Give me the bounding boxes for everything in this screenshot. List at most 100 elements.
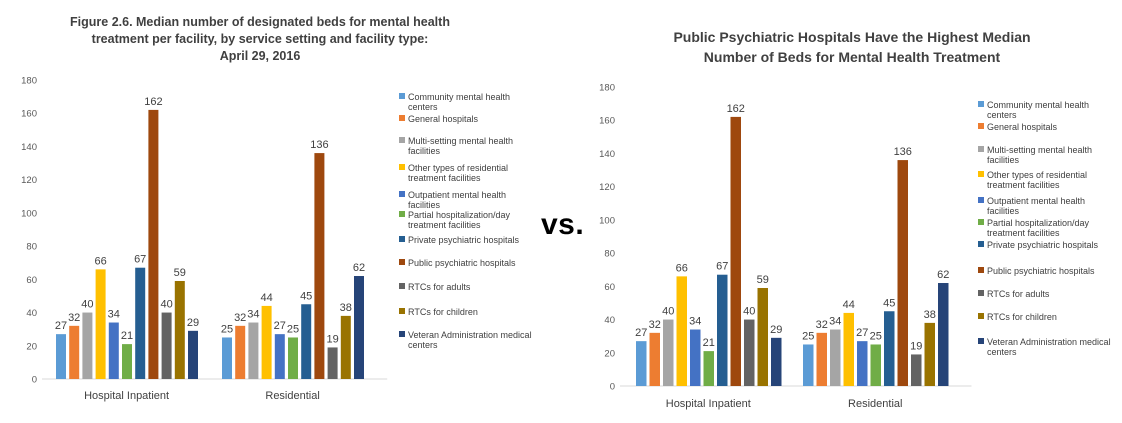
right-data-label: 32 xyxy=(816,319,828,331)
left-y-tick-label: 100 xyxy=(21,208,37,219)
right-y-tick-label: 20 xyxy=(604,348,615,359)
right-bar xyxy=(870,344,881,386)
right-y-tick-label: 60 xyxy=(604,282,615,293)
left-legend-label: Community mental health centers xyxy=(408,92,511,112)
right-data-label: 27 xyxy=(856,327,868,339)
left-data-label: 59 xyxy=(174,267,186,279)
left-y-tick-label: 0 xyxy=(32,375,37,386)
left-y-tick-label: 60 xyxy=(26,275,37,286)
right-y-tick-label: 180 xyxy=(599,83,615,94)
right-legend-label: Private psychiatric hospitals xyxy=(987,240,1099,250)
left-title-line-1: Figure 2.6. Median number of designated … xyxy=(70,15,450,29)
left-y-tick-label: 120 xyxy=(21,175,37,186)
left-y-tick-label: 140 xyxy=(21,142,37,153)
left-bar xyxy=(222,337,232,379)
left-data-label: 29 xyxy=(187,317,199,329)
right-legend-label: Outpatient mental health facilities xyxy=(987,196,1086,216)
right-data-label: 38 xyxy=(924,309,936,321)
right-bar xyxy=(911,354,922,386)
left-legend-swatch xyxy=(399,259,405,265)
left-legend-swatch xyxy=(399,191,405,197)
right-bar xyxy=(649,332,660,386)
right-data-label: 29 xyxy=(770,324,782,336)
right-legend-label: Community mental health centers xyxy=(987,100,1090,120)
right-data-label: 25 xyxy=(870,330,882,342)
left-legend-swatch xyxy=(399,211,405,217)
left-legend-label: Multi-setting mental health facilities xyxy=(408,136,514,156)
left-category-label: Hospital Inpatient xyxy=(84,390,169,402)
left-bar-chart: 0204060801001201401601802732406634216716… xyxy=(21,76,388,402)
left-data-label: 34 xyxy=(247,309,259,321)
right-legend-label: RTCs for children xyxy=(987,312,1057,322)
right-data-label: 34 xyxy=(689,316,701,328)
right-data-label: 162 xyxy=(727,103,745,115)
right-legend-label: General hospitals xyxy=(987,122,1058,132)
left-y-tick-label: 160 xyxy=(21,109,37,120)
right-y-tick-label: 40 xyxy=(604,315,615,326)
left-bar xyxy=(327,347,338,379)
right-y-tick-label: 160 xyxy=(599,116,615,127)
left-data-label: 136 xyxy=(310,139,328,151)
right-legend-swatch xyxy=(978,267,984,273)
right-data-label: 44 xyxy=(843,299,855,311)
right-bar xyxy=(690,329,701,386)
left-legend-label: RTCs for adults xyxy=(408,282,471,292)
left-bar xyxy=(56,334,66,379)
right-data-label: 25 xyxy=(802,330,814,342)
right-category-label: Hospital Inpatient xyxy=(666,398,751,410)
left-data-label: 32 xyxy=(68,312,80,324)
right-bar xyxy=(857,341,868,386)
left-bar xyxy=(161,312,172,379)
right-bar xyxy=(924,322,935,386)
left-bar xyxy=(122,344,132,379)
right-y-tick-label: 0 xyxy=(610,382,615,393)
right-bar xyxy=(843,312,854,386)
right-bar xyxy=(717,274,728,386)
left-data-label: 66 xyxy=(94,255,106,267)
left-legend-swatch xyxy=(399,308,405,314)
right-bar-chart: 0204060801001201401601802732406634216716… xyxy=(599,83,972,410)
right-legend-label: Multi-setting mental health facilities xyxy=(987,145,1093,165)
left-data-label: 34 xyxy=(108,309,120,321)
right-bar xyxy=(816,332,827,386)
left-chart-panel: Figure 2.6. Median number of designated … xyxy=(0,0,540,423)
right-legend-swatch xyxy=(978,146,984,152)
right-title-line-1: Public Psychiatric Hospitals Have the Hi… xyxy=(673,29,1031,45)
left-data-label: 40 xyxy=(160,299,172,311)
right-bar xyxy=(884,311,895,386)
left-bar xyxy=(135,267,146,379)
left-legend-label: General hospitals xyxy=(408,114,479,124)
right-data-label: 136 xyxy=(894,146,912,158)
right-data-label: 19 xyxy=(910,340,922,352)
left-data-label: 67 xyxy=(134,254,146,266)
right-legend-swatch xyxy=(978,338,984,344)
left-bar xyxy=(69,325,80,379)
left-bar xyxy=(274,334,285,379)
left-bar xyxy=(174,280,185,379)
left-bar xyxy=(354,276,364,379)
right-data-label: 67 xyxy=(716,261,728,273)
right-bar xyxy=(830,329,841,386)
right-legend-label: Veteran Administration medical centers xyxy=(987,337,1111,357)
left-data-label: 32 xyxy=(234,312,246,324)
right-bar xyxy=(897,160,908,386)
right-chart-panel: Public Psychiatric Hospitals Have the Hi… xyxy=(592,0,1122,423)
right-bar xyxy=(744,319,755,386)
right-bar xyxy=(676,276,687,386)
right-legend-swatch xyxy=(978,219,984,225)
versus-label: vs. xyxy=(541,208,585,241)
right-legend: Community mental health centers General h… xyxy=(978,100,1118,370)
right-legend-label: Public psychiatric hospitals xyxy=(987,266,1095,276)
right-data-label: 34 xyxy=(829,316,841,328)
left-bar xyxy=(188,330,198,379)
left-legend-label: RTCs for children xyxy=(408,307,478,317)
left-data-label: 162 xyxy=(144,96,162,108)
left-legend-swatch xyxy=(399,283,405,289)
left-chart-title: Figure 2.6. Median number of designated … xyxy=(40,14,480,65)
right-y-tick-label: 80 xyxy=(604,249,615,260)
left-data-label: 19 xyxy=(326,333,338,345)
right-data-label: 32 xyxy=(649,319,661,331)
left-legend-swatch xyxy=(399,331,405,337)
right-bar xyxy=(771,337,782,386)
left-title-line-2: treatment per facility, by service setti… xyxy=(91,32,429,46)
